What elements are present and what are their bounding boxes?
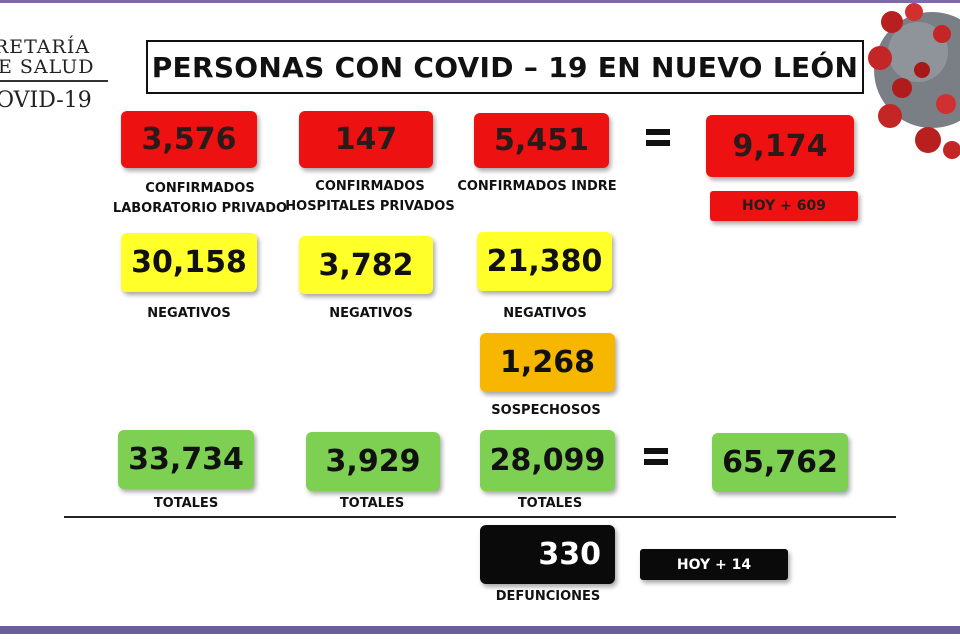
totals-lab-label: TOTALES (153, 496, 219, 511)
section-divider (64, 516, 896, 518)
negatives-lab-privado-value: 30,158 (121, 233, 257, 292)
logo-line-1: RETARÍA (0, 36, 91, 58)
totals-lab-privado-value: 33,734 (118, 430, 254, 489)
top-accent-bar (0, 0, 960, 3)
confirmed-lab-privado-value: 3,576 (121, 111, 257, 168)
totals-hosp-label: TOTALES (339, 496, 405, 511)
confirmed-lab-label: CONFIRMADOS LABORATORIO PRIVADO (112, 181, 288, 216)
confirmed-indre-value: 5,451 (474, 113, 609, 168)
totals-hospitales-privados-value: 3,929 (306, 432, 440, 491)
negatives-lab-label: NEGATIVOS (147, 306, 231, 321)
totals-indre-value: 28,099 (480, 430, 615, 491)
grand-total-value: 65,762 (712, 433, 848, 492)
equals-sign-confirmed (646, 129, 670, 151)
suspected-indre-value: 1,268 (480, 333, 615, 392)
coronavirus-image (862, 0, 960, 170)
suspected-label: SOSPECHOSOS (491, 403, 601, 418)
page-title: PERSONAS CON COVID – 19 EN NUEVO LEÓN (146, 40, 864, 94)
deaths-today-badge: HOY + 14 (640, 549, 788, 580)
totals-indre-label: TOTALES (517, 496, 583, 511)
confirmed-total-value: 9,174 (706, 115, 854, 177)
negatives-hosp-label: NEGATIVOS (329, 306, 413, 321)
deaths-label: DEFUNCIONES (495, 589, 601, 604)
negatives-indre-value: 21,380 (477, 232, 612, 291)
logo-rule (0, 80, 108, 82)
confirmed-hospitales-privados-value: 147 (299, 111, 433, 168)
logo-line-3: OVID-19 (0, 88, 92, 113)
deaths-value: 330 (480, 525, 615, 584)
confirmed-hosp-label: CONFIRMADOS HOSPITALES PRIVADOS (285, 179, 455, 214)
negatives-indre-label: NEGATIVOS (503, 306, 587, 321)
secretaria-salud-logo: RETARÍA E SALUD OVID-19 (0, 30, 112, 113)
logo-line-2: E SALUD (0, 56, 95, 78)
bottom-accent-bar (0, 626, 960, 634)
negatives-hospitales-privados-value: 3,782 (299, 236, 433, 294)
confirmed-today-badge: HOY + 609 (710, 191, 858, 221)
confirmed-indre-label: CONFIRMADOS INDRE (457, 179, 617, 194)
equals-sign-totals (644, 448, 668, 470)
